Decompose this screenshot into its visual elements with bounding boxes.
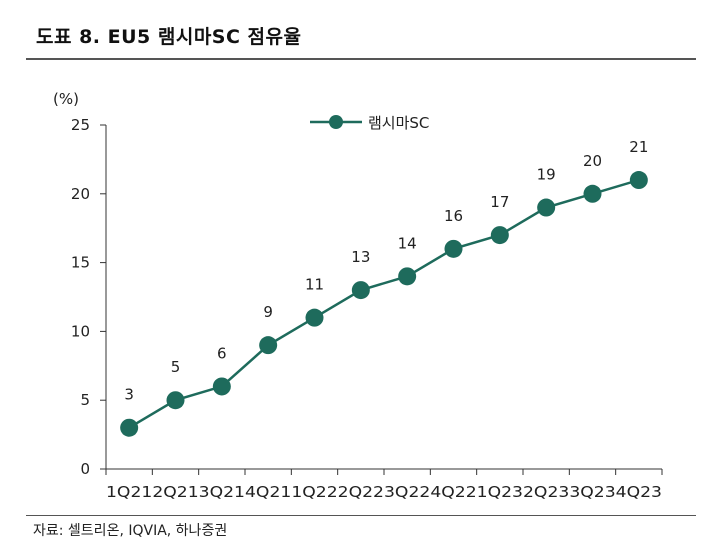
y-tick-label: 10 [71, 322, 90, 340]
data-label: 20 [583, 152, 602, 170]
source-note: 자료: 셀트리온, IQVIA, 하나증권 [33, 523, 228, 539]
data-label: 11 [305, 276, 324, 294]
data-point [537, 198, 556, 217]
y-axis-unit-label: (%) [53, 90, 79, 108]
y-tick-label: 5 [80, 391, 90, 409]
top-divider [26, 58, 696, 60]
series-line [128, 178, 640, 429]
data-point [166, 391, 185, 410]
y-tick-label: 20 [71, 185, 90, 203]
x-tick-label: 1Q21 [106, 483, 152, 501]
x-tick-label: 2Q22 [338, 483, 384, 501]
legend-label: 램시마SC [368, 114, 429, 132]
x-tick-label: 1Q23 [477, 483, 523, 501]
x-tick-label: 3Q23 [569, 483, 615, 501]
x-tick-label: 3Q22 [384, 483, 430, 501]
data-label: 19 [537, 166, 556, 184]
x-tick-label: 1Q22 [291, 483, 337, 501]
x-tick-label: 3Q21 [199, 483, 245, 501]
data-label: 13 [351, 248, 370, 266]
y-tick-label: 25 [71, 116, 90, 134]
data-point [629, 171, 648, 190]
y-tick-label: 15 [71, 254, 90, 272]
series-group: 3 5 6 9 11 13 14 16 17 19 20 21 [120, 138, 648, 437]
data-label: 21 [629, 138, 648, 156]
y-tick-label: 0 [80, 460, 90, 478]
data-point [351, 281, 370, 300]
bottom-divider [26, 515, 696, 516]
data-point [305, 308, 324, 327]
x-tick-label: 4Q23 [616, 483, 662, 501]
data-label: 14 [398, 234, 417, 252]
y-axis: 0 5 10 15 20 25 (%) [53, 90, 107, 478]
chart-title: 도표 8. EU5 램시마SC 점유율 [36, 26, 302, 48]
data-point [444, 239, 463, 258]
data-point [583, 184, 602, 203]
data-label: 5 [171, 358, 181, 376]
x-tick-label: 4Q22 [430, 483, 476, 501]
data-point [398, 267, 417, 286]
x-axis: 1Q21 2Q21 3Q21 4Q21 1Q22 2Q22 3Q22 4Q22 1Q23 2Q23… [105, 468, 663, 501]
data-point [259, 336, 278, 355]
data-label: 17 [490, 193, 509, 211]
data-point [490, 226, 509, 245]
data-point [120, 418, 139, 437]
x-tick-label: 2Q23 [523, 483, 569, 501]
legend: 램시마SC [310, 114, 429, 132]
x-tick-label: 4Q21 [245, 483, 291, 501]
data-label: 9 [263, 303, 273, 321]
data-label: 6 [217, 344, 227, 362]
data-point [212, 377, 231, 396]
x-tick-label: 2Q21 [152, 483, 198, 501]
legend-marker [329, 115, 343, 129]
data-label: 16 [444, 207, 463, 225]
data-label: 3 [124, 386, 134, 404]
